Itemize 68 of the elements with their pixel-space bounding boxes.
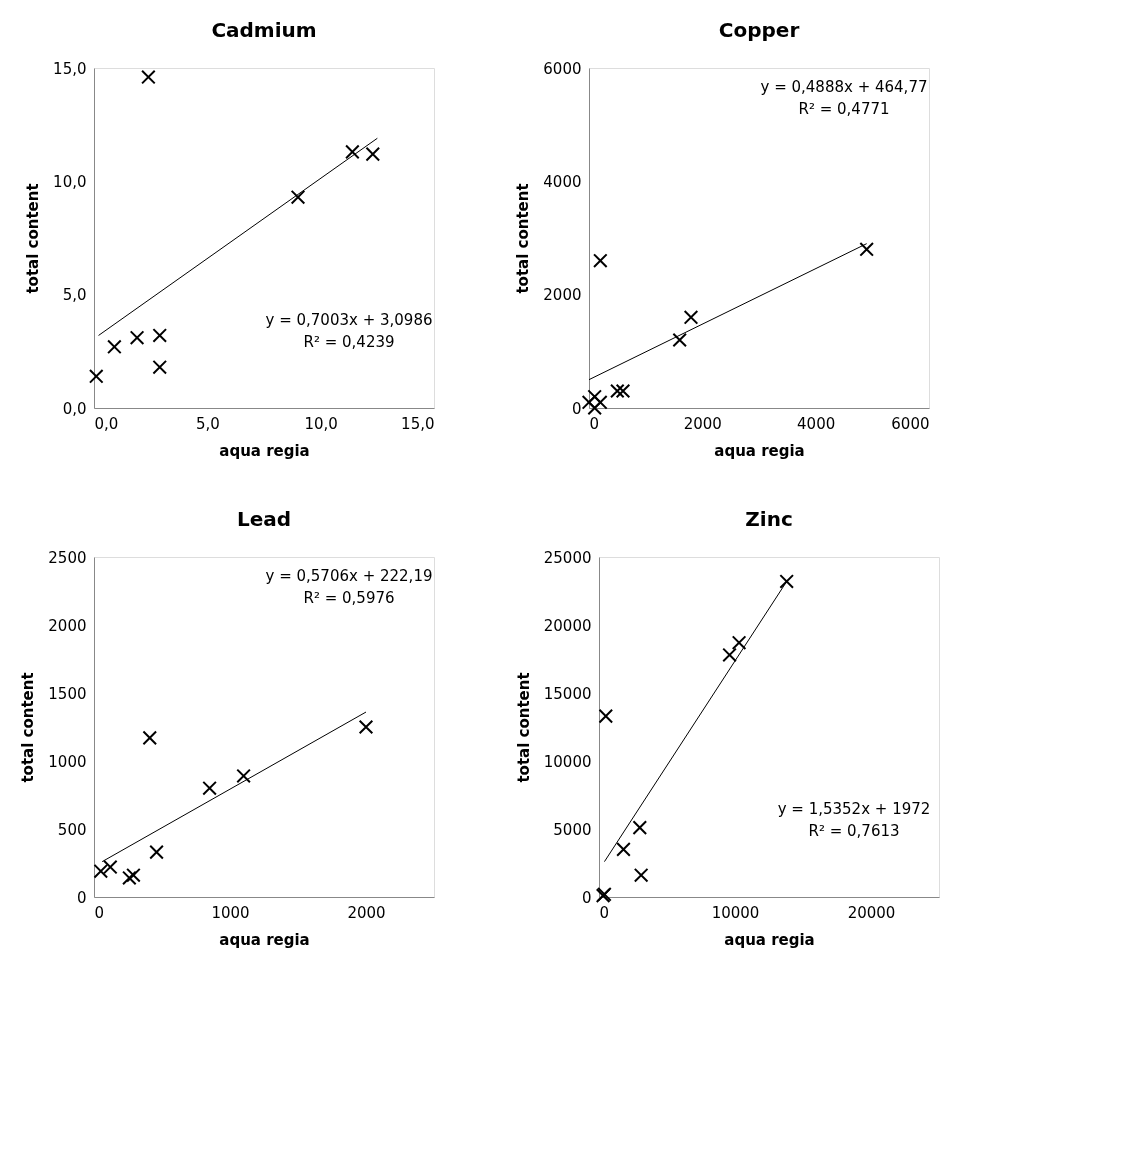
y-tick-label: 2000 [48,616,87,635]
chart-title: Copper [718,18,800,42]
y-tick-label: 15,0 [53,59,87,78]
x-tick-label: 4000 [797,414,836,433]
point [779,574,794,589]
x-axis-title: aqua regia [724,930,815,949]
y-tick-label: 5000 [553,820,592,839]
x-tick-label: 0 [599,903,610,922]
x-tick-label: 0,0 [94,414,119,433]
y-tick-label: 10,0 [53,172,87,191]
point [126,867,141,883]
chart-title: Lead [236,507,292,531]
y-tick-label: 500 [57,820,87,839]
y-axis-title: total content [19,672,38,783]
point [122,870,137,886]
y-axis-title: total content [24,183,43,294]
y-tick-label: 1500 [48,684,87,703]
y-axis-title: total content [514,183,533,294]
y-tick-label: 0 [581,888,592,907]
y-tick-label: 20000 [543,616,592,635]
point [142,730,158,746]
x-axis-title: aqua regia [714,441,805,460]
y-tick-label: 1000 [48,752,87,771]
x-tick-label: 6000 [891,414,930,433]
y-tick-label: 5,0 [62,286,87,305]
x-tick-label: 15,0 [401,414,435,433]
point [632,820,648,835]
x-tick-label: 5,0 [195,414,220,433]
y-tick-label: 2500 [48,548,87,567]
x-tick-label: 1000 [211,903,250,922]
y-tick-label: 4000 [543,172,582,191]
x-tick-label: 2000 [347,903,386,922]
point [722,647,737,663]
y-tick-label: 0,0 [62,399,87,418]
point [616,842,631,857]
annotation: R² = 0,4771 [798,100,890,118]
y-axis-title: total content [514,672,533,783]
x-axis-title: aqua regia [219,441,310,460]
x-tick-label: 0 [94,903,105,922]
chart-title: Cadmium [211,18,317,42]
y-tick-label: 10000 [543,752,592,771]
x-tick-label: 20000 [847,903,896,922]
point [236,768,251,784]
chart-title: Zinc [745,507,793,531]
annotation: R² = 0,7613 [808,822,900,840]
y-tick-label: 15000 [543,684,592,703]
x-axis-title: aqua regia [219,930,310,949]
point [93,863,109,879]
x-tick-label: 10000 [711,903,760,922]
annotation: R² = 0,4239 [303,333,395,351]
y-tick-label: 2000 [543,286,582,305]
annotation: R² = 0,5976 [303,589,395,607]
point [358,719,374,735]
y-tick-label: 0 [571,399,582,418]
annotation: y = 0,4888x + 464,77 [760,78,928,96]
x-tick-label: 2000 [683,414,722,433]
point [633,867,649,883]
x-tick-label: 10,0 [304,414,338,433]
point [149,844,164,860]
point [598,708,614,724]
point [731,635,747,651]
annotation: y = 0,7003x + 3,0986 [265,311,433,329]
y-tick-label: 0 [76,888,87,907]
y-tick-label: 6000 [543,59,582,78]
annotation: y = 0,5706x + 222,19 [265,567,433,585]
point [202,780,217,796]
y-tick-label: 25000 [543,548,592,567]
annotation: y = 1,5352x + 1972 [777,800,931,818]
